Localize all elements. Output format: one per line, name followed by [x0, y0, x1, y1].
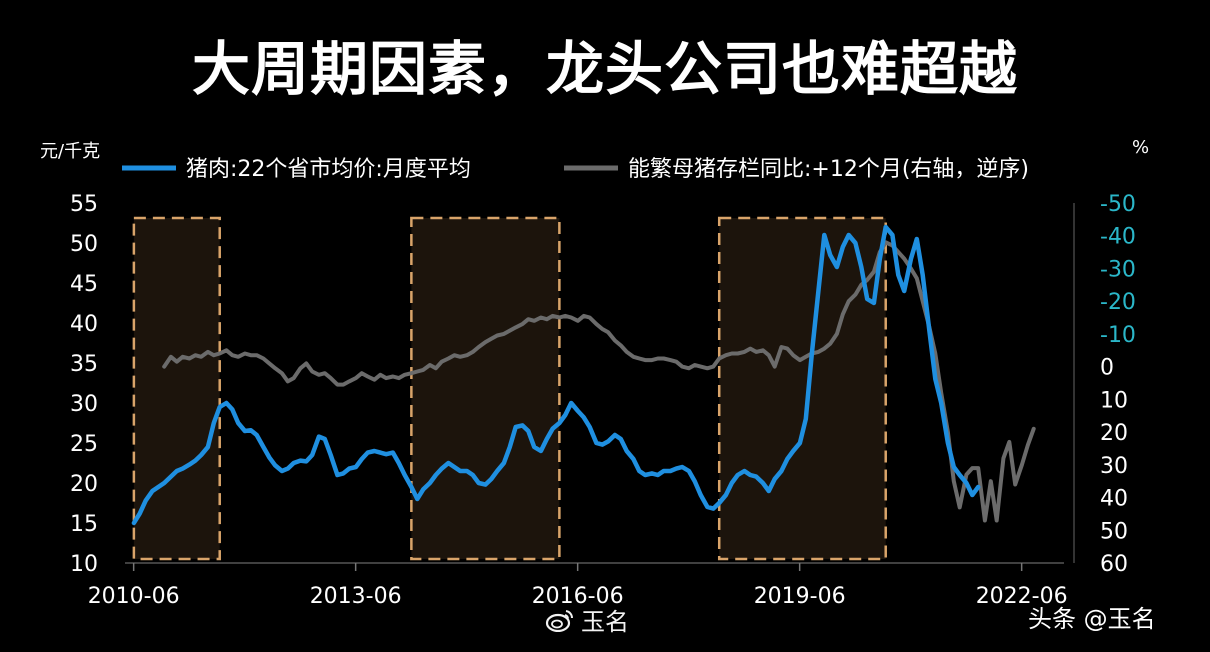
- left-tick-45: 45: [70, 272, 98, 297]
- page-title: 大周期因素，龙头公司也难超越: [191, 35, 1018, 103]
- right-tick-40: 40: [1100, 487, 1128, 512]
- x-axis: 2010-06 2013-06 2016-06 2019-06 2022-06: [88, 562, 1068, 609]
- watermark-center-text: 玉名: [581, 608, 629, 636]
- x-tick-2010-06: 2010-06: [88, 584, 180, 609]
- weibo-watermark: 玉名: [545, 602, 629, 637]
- highlight-box-1: [132, 216, 221, 561]
- x-tick-2022-06: 2022-06: [976, 584, 1068, 609]
- left-tick-30: 30: [70, 392, 98, 417]
- highlight-box-3: [717, 216, 887, 561]
- right-axis-unit: %: [1132, 137, 1149, 158]
- legend-label-price: 猪肉:22个省市均价:月度平均: [186, 157, 471, 182]
- left-tick-50: 50: [70, 232, 98, 257]
- left-axis-unit: 元/千克: [40, 141, 100, 162]
- right-tick--30: -30: [1100, 257, 1136, 282]
- right-tick--20: -20: [1100, 290, 1136, 315]
- left-tick-10: 10: [70, 552, 98, 577]
- left-tick-15: 15: [70, 512, 98, 537]
- right-tick-0: 0: [1100, 356, 1114, 381]
- right-axis-ticks: -50 -40 -30 -20 -10 0 10 20 30 40 50 60: [1073, 192, 1136, 577]
- left-axis-ticks: 10 15 20 25 30 35 40 45 50 55: [70, 192, 98, 577]
- x-tick-2016-06: 2016-06: [532, 584, 624, 609]
- legend: 猪肉:22个省市均价:月度平均 能繁母猪存栏同比:+12个月(右轴，逆序): [122, 157, 1029, 182]
- left-tick-20: 20: [70, 472, 98, 497]
- right-tick-60: 60: [1100, 552, 1128, 577]
- x-tick-2013-06: 2013-06: [310, 584, 402, 609]
- left-tick-55: 55: [70, 192, 98, 217]
- x-tick-2019-06: 2019-06: [754, 584, 846, 609]
- right-tick--40: -40: [1100, 225, 1136, 250]
- weibo-logo-icon: [545, 609, 574, 632]
- left-tick-35: 35: [70, 352, 98, 377]
- right-tick--10: -10: [1100, 323, 1136, 348]
- series-lines: [131, 224, 1036, 526]
- legend-label-sow: 能繁母猪存栏同比:+12个月(右轴，逆序): [628, 157, 1029, 182]
- series-line-sow: [162, 240, 1036, 523]
- left-tick-25: 25: [70, 432, 98, 457]
- right-tick-20: 20: [1100, 421, 1128, 446]
- highlight-periods: [132, 216, 887, 561]
- right-tick--50: -50: [1100, 192, 1136, 217]
- highlight-box-2: [410, 216, 561, 561]
- series-line-price: [131, 224, 981, 526]
- toutiao-watermark: 头条 @玉名: [1028, 605, 1156, 633]
- right-tick-50: 50: [1100, 519, 1128, 544]
- right-tick-30: 30: [1100, 454, 1128, 479]
- left-tick-40: 40: [70, 312, 98, 337]
- right-tick-10: 10: [1100, 388, 1128, 413]
